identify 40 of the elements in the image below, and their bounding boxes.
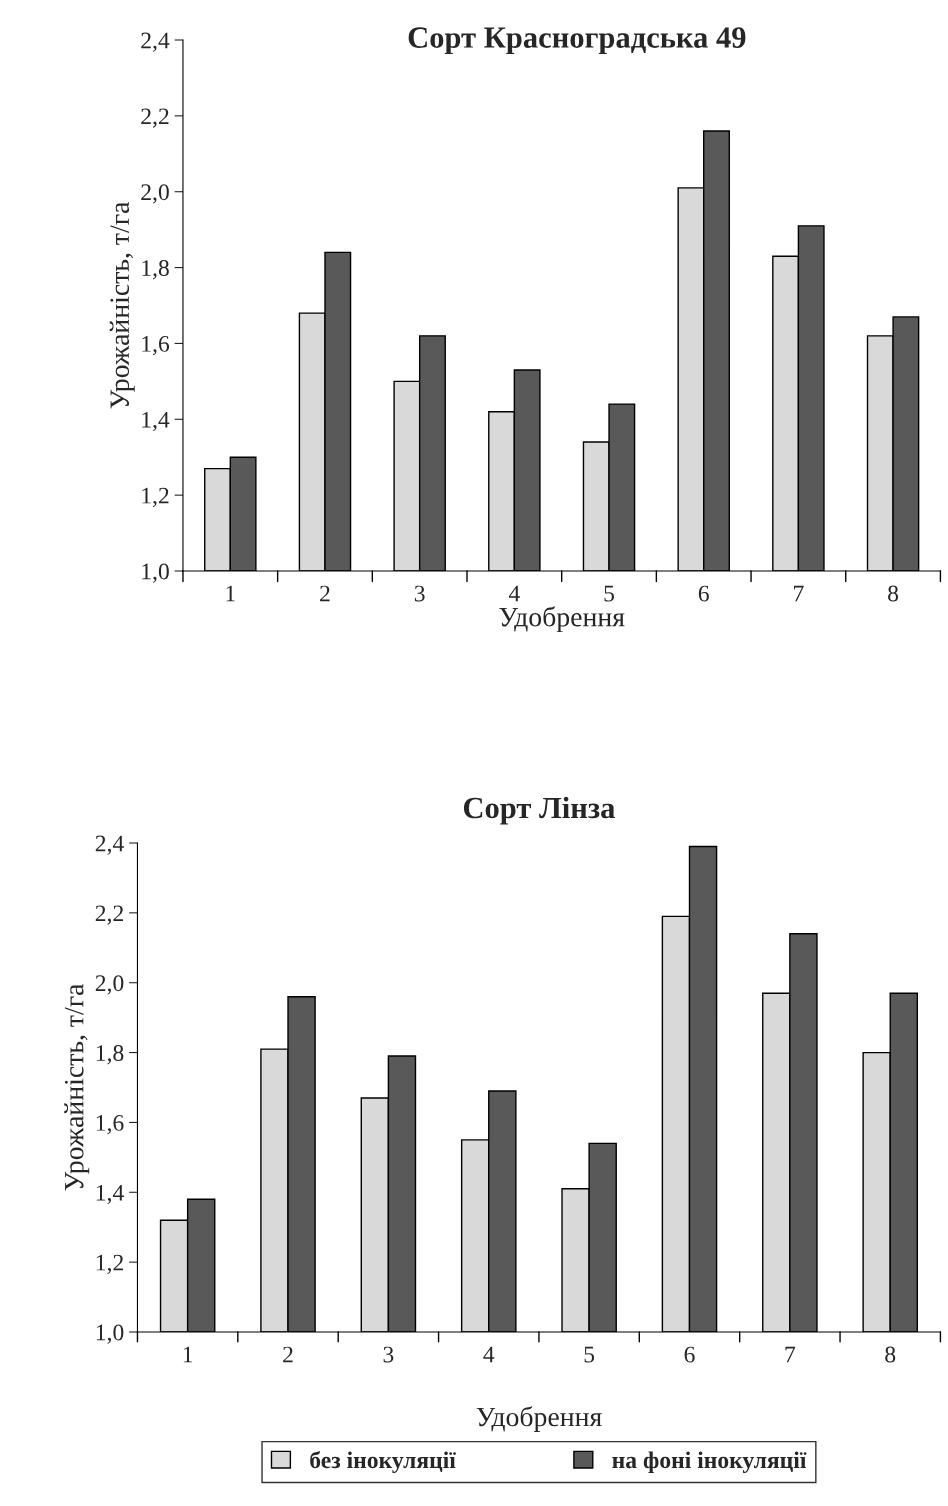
x-tick-label: 2 <box>283 1346 293 1363</box>
y-tick-label: 1,2 <box>142 487 169 507</box>
x-tick-label: 3 <box>383 1346 394 1363</box>
x-tick-label: 8 <box>888 585 899 602</box>
x-axis-title: Удобрення <box>499 606 625 633</box>
x-tick-label: 1 <box>183 1346 193 1363</box>
y-tick-label: 1,6 <box>142 335 170 356</box>
y-tick-label: 1,2 <box>96 1254 123 1274</box>
x-tick-label: 6 <box>698 585 709 602</box>
chart-title: Сорт Лінза <box>463 796 615 825</box>
x-tick-label: 8 <box>885 1346 896 1363</box>
x-tick-label: 1 <box>226 585 235 602</box>
x-tick-label: 7 <box>785 1346 796 1363</box>
y-tick-label: 2,4 <box>95 835 124 855</box>
y-tick-label: 2,4 <box>141 32 170 52</box>
x-axis-title: Удобрення <box>476 1406 602 1432</box>
x-tick-label: 6 <box>684 1346 695 1363</box>
y-tick-label: 2,2 <box>141 108 169 128</box>
x-tick-label: 4 <box>483 1346 495 1363</box>
y-tick-label: 1,0 <box>96 1324 124 1344</box>
y-axis-title: Урожайність, т/га <box>64 983 90 1191</box>
y-tick-label: 2,0 <box>95 975 124 995</box>
y-tick-label: 1,4 <box>96 1184 124 1205</box>
x-tick-label: 2 <box>320 585 330 602</box>
y-tick-label: 1,8 <box>96 1045 124 1065</box>
x-tick-label: 5 <box>604 585 615 602</box>
x-tick-label: 4 <box>508 585 520 602</box>
x-tick-label: 3 <box>414 585 425 602</box>
y-tick-label: 1,6 <box>96 1114 124 1135</box>
y-tick-label: 2,0 <box>141 184 169 204</box>
legend-label: на фоні інокуляції <box>612 1451 807 1474</box>
chart-title: Сорт Красноградська 49 <box>408 27 746 55</box>
y-tick-label: 1,8 <box>142 260 169 280</box>
y-tick-label: 2,2 <box>95 905 123 925</box>
y-tick-label: 1,4 <box>142 411 170 432</box>
y-tick-label: 1,0 <box>142 563 169 583</box>
y-axis-title: Урожайність, т/га <box>109 201 135 409</box>
legend-label: без інокуляції <box>310 1451 456 1474</box>
x-tick-label: 7 <box>794 585 804 602</box>
x-tick-label: 5 <box>584 1346 595 1363</box>
